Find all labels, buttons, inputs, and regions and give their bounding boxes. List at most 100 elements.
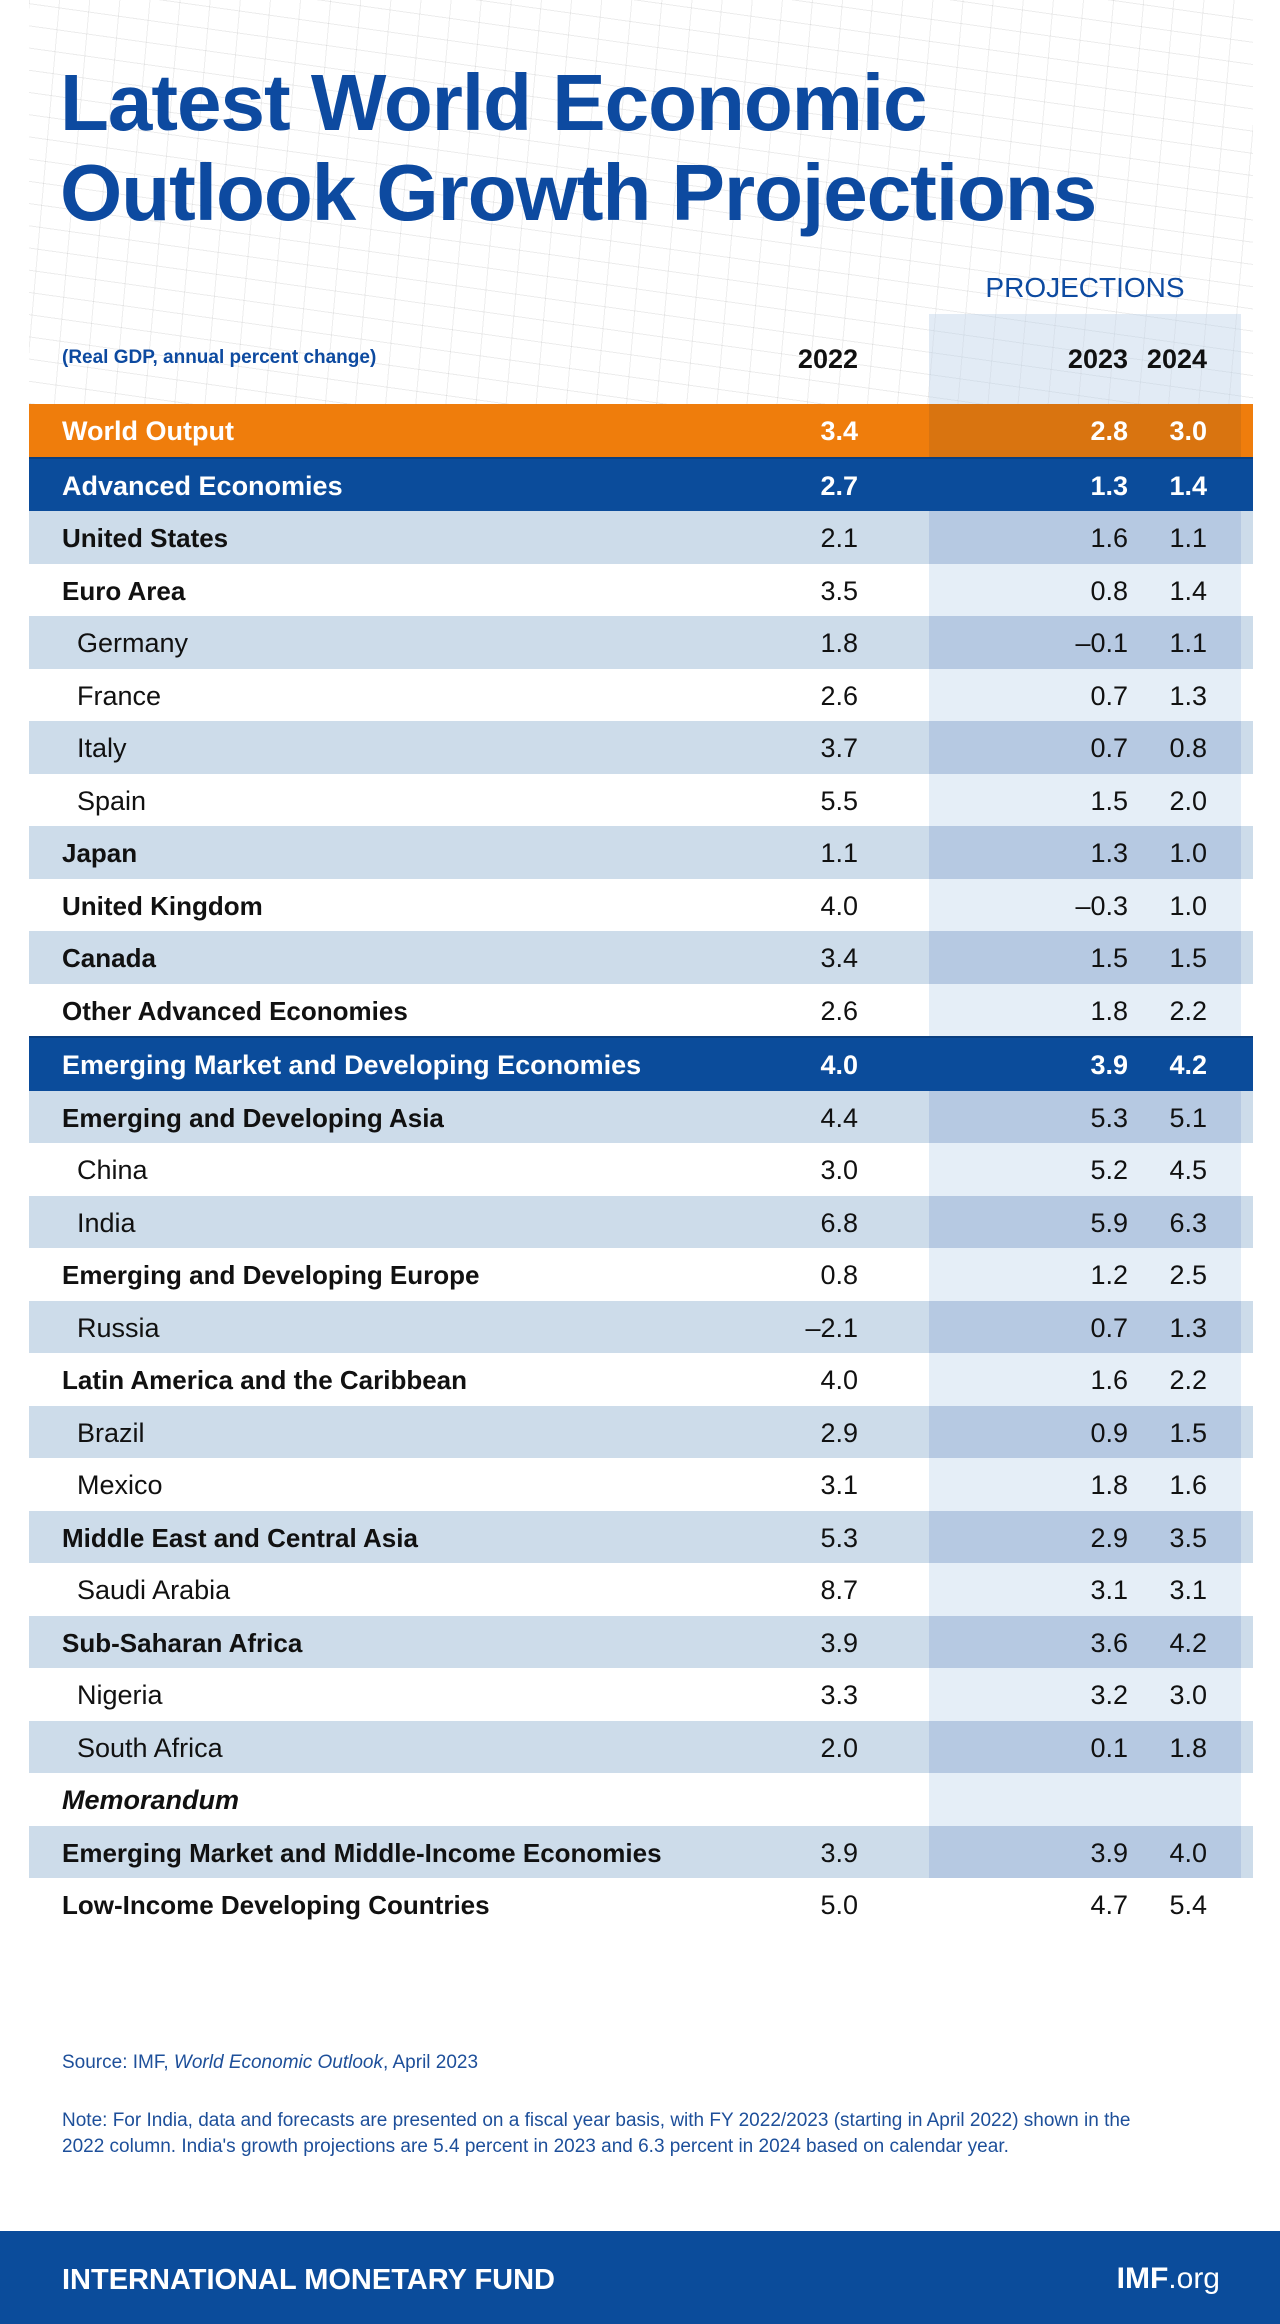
projection-cell-shade [929, 878, 1241, 931]
footer-site-link[interactable]: IMF.org [1117, 2262, 1220, 2296]
value-2022: 4.0 [820, 1050, 858, 1080]
value-2023: 4.7 [1090, 1890, 1128, 1920]
value-2024: 1.5 [1169, 943, 1207, 973]
projection-cell-shade [929, 668, 1241, 721]
table-subtitle: (Real GDP, annual percent change) [62, 347, 377, 368]
row-label: Canada [62, 943, 156, 973]
footnote: Note: For India, data and forecasts are … [62, 2110, 1131, 2157]
projection-cell-shade [929, 1668, 1241, 1721]
value-2022: 5.5 [820, 785, 858, 816]
value-2023: 1.3 [1090, 838, 1128, 868]
projection-cell-shade [929, 1825, 1241, 1878]
projection-cell-shade [929, 721, 1241, 774]
row-label: South Africa [77, 1732, 223, 1763]
value-2023: 0.7 [1090, 733, 1128, 763]
value-2024: 1.0 [1169, 890, 1207, 921]
value-2023: 3.1 [1090, 1575, 1128, 1605]
value-2024: 1.6 [1169, 1470, 1207, 1500]
row-label: United States [62, 523, 229, 553]
table-row: China 3.0 5.2 4.5 [29, 1143, 1253, 1196]
value-2024: 1.3 [1169, 680, 1207, 711]
table-row: Japan 1.1 1.3 1.0 [29, 826, 1253, 879]
table-row: India 6.8 5.9 6.3 [29, 1195, 1253, 1248]
value-2023: 1.3 [1090, 470, 1128, 501]
value-2023: 0.1 [1090, 1732, 1128, 1763]
row-label: Japan [62, 838, 138, 868]
value-2024: 4.2 [1169, 1050, 1207, 1080]
value-2023: 5.2 [1090, 1155, 1128, 1185]
value-2023: 0.7 [1090, 680, 1128, 711]
value-2022: 5.0 [820, 1890, 858, 1920]
row-label: Euro Area [62, 575, 186, 606]
projection-cell-shade [929, 1195, 1241, 1248]
value-2022: 3.4 [820, 943, 858, 973]
row-label: Middle East and Central Asia [62, 1522, 418, 1553]
value-2024: 1.5 [1169, 1417, 1207, 1448]
year-header-2022: 2022 [797, 344, 858, 374]
table-row: Mexico 3.1 1.8 1.6 [29, 1458, 1253, 1511]
value-2024: 0.8 [1169, 733, 1207, 763]
projection-cell-shade [929, 983, 1241, 1036]
projection-cell-shade [929, 1405, 1241, 1458]
value-2022: 3.0 [820, 1155, 858, 1185]
value-2024: 1.0 [1169, 838, 1207, 868]
row-label: United Kingdom [62, 890, 263, 921]
value-2023: –0.1 [1075, 628, 1128, 658]
value-2023: 1.5 [1090, 785, 1128, 816]
value-2022: 3.3 [820, 1680, 858, 1710]
row-label: China [77, 1155, 148, 1185]
value-2023: 0.7 [1090, 1312, 1128, 1343]
value-2024: 3.1 [1169, 1575, 1207, 1605]
year-header-2024: 2024 [1146, 344, 1207, 374]
projection-cell-shade [929, 1248, 1241, 1301]
table-row: Latin America and the Caribbean 4.0 1.6 2.2 [29, 1353, 1253, 1406]
value-2024: 2.2 [1169, 1365, 1207, 1395]
value-2023: 5.3 [1090, 1102, 1128, 1133]
value-2022: 4.0 [820, 1365, 858, 1395]
row-label: World Output [62, 416, 234, 446]
table-row: Italy 3.7 0.7 0.8 [29, 721, 1253, 774]
source-prefix: Source: IMF, [62, 2052, 174, 2073]
row-label: Sub-Saharan Africa [62, 1627, 303, 1658]
table-row: Saudi Arabia 8.7 3.1 3.1 [29, 1563, 1253, 1616]
background-mesh-pattern [29, 0, 1253, 404]
value-2022: 1.8 [820, 628, 858, 658]
projection-cell-shade [929, 404, 1241, 457]
value-2024: 2.5 [1169, 1260, 1207, 1290]
table-row: Other Advanced Economies 2.6 1.8 2.2 [29, 983, 1253, 1036]
table-row: Canada 3.4 1.5 1.5 [29, 931, 1253, 984]
projection-cell-shade [929, 616, 1241, 669]
projection-cell-shade [929, 1090, 1241, 1143]
projection-cell-shade [929, 563, 1241, 616]
value-2022: 8.7 [820, 1575, 858, 1605]
row-label: Spain [77, 785, 147, 816]
value-2022: 3.9 [820, 1627, 858, 1658]
value-2022: 5.3 [820, 1522, 858, 1553]
row-label: Emerging Market and Middle-Income Econom… [62, 1837, 662, 1868]
value-2024: 4.2 [1169, 1627, 1207, 1658]
table-row: Low-Income Developing Countries 5.0 4.7 5.4 [29, 1878, 1253, 1931]
value-2022: 6.8 [820, 1207, 858, 1238]
value-2024: 1.3 [1169, 1312, 1207, 1343]
row-label: Advanced Economies [62, 470, 343, 501]
source-publication: World Economic Outlook [173, 2052, 383, 2073]
row-label: Germany [77, 628, 189, 658]
row-label: Mexico [77, 1470, 163, 1500]
value-2023: 5.9 [1090, 1207, 1128, 1238]
value-2023: 1.2 [1090, 1260, 1128, 1290]
value-2024: 1.1 [1169, 523, 1207, 553]
value-2023: 1.8 [1090, 995, 1128, 1026]
projection-cell-shade [929, 1720, 1241, 1773]
table-row: Emerging and Developing Asia 4.4 5.3 5.1 [29, 1090, 1253, 1143]
projection-cell-shade [929, 931, 1241, 984]
projection-cell-shade [929, 1615, 1241, 1668]
row-label: Brazil [77, 1417, 145, 1448]
table-row: Emerging Market and Middle-Income Econom… [29, 1825, 1253, 1878]
value-2023: 3.9 [1090, 1050, 1128, 1080]
row-label: France [77, 680, 162, 711]
value-2023: 3.9 [1090, 1837, 1128, 1868]
table-row: Russia –2.1 0.7 1.3 [29, 1300, 1253, 1353]
projection-cell-shade [929, 1353, 1241, 1406]
row-label: Latin America and the Caribbean [62, 1365, 468, 1395]
value-2022: 4.0 [820, 890, 858, 921]
